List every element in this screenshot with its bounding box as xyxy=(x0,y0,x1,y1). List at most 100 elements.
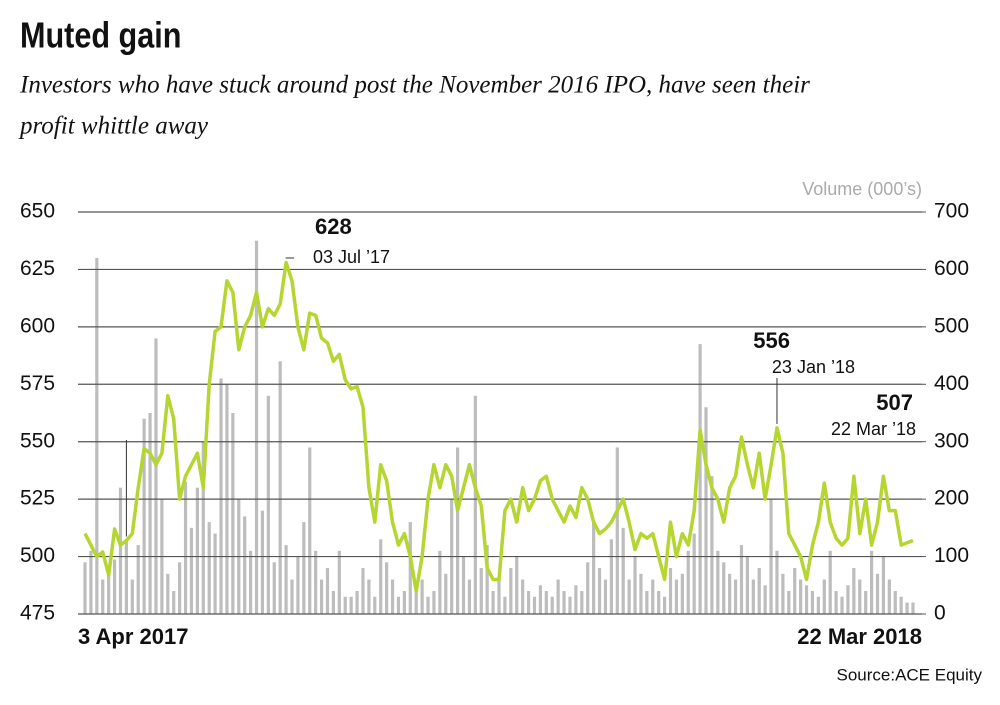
volume-bar xyxy=(757,568,761,614)
volume-bar xyxy=(408,522,412,614)
volume-bar xyxy=(710,476,714,614)
volume-bar xyxy=(89,550,93,614)
volume-bar xyxy=(485,545,489,614)
volume-bar xyxy=(302,522,306,614)
y2-tick-label: 600 xyxy=(934,257,969,280)
volume-bar xyxy=(361,568,365,614)
volume-bar xyxy=(881,556,886,614)
volume-bar xyxy=(875,573,880,614)
volume-bar xyxy=(521,579,525,614)
volume-bar xyxy=(639,573,643,614)
volume-bar xyxy=(562,591,566,614)
volume-bar xyxy=(112,559,117,614)
annotation-value: 628 xyxy=(315,214,352,239)
volume-bar xyxy=(722,562,726,614)
volume-bar xyxy=(763,585,767,614)
volume-bar xyxy=(698,344,702,614)
y2-tick-label: 200 xyxy=(934,487,969,510)
volume-bar xyxy=(793,568,797,614)
x-tick-label: 22 Mar 2018 xyxy=(797,624,922,649)
volume-bar xyxy=(355,591,359,614)
volume-bar xyxy=(325,568,330,614)
volume-bar xyxy=(586,562,590,614)
volume-bar xyxy=(95,257,99,614)
volume-bar xyxy=(704,407,708,614)
volume-bar xyxy=(124,539,128,614)
volume-bar xyxy=(266,395,270,614)
y-tick-label: 575 xyxy=(20,372,55,395)
volume-bar xyxy=(296,556,300,614)
volume-bar xyxy=(899,596,903,614)
volume-bar xyxy=(816,596,820,614)
volume-bar xyxy=(728,573,732,614)
volume-bar xyxy=(420,579,424,614)
volume-bar xyxy=(373,596,377,614)
volume-bar xyxy=(136,545,140,614)
volume-bar xyxy=(444,573,448,614)
y2-axis-label: Volume (000’s) xyxy=(802,179,922,199)
volume-bar xyxy=(893,591,897,614)
volume-bar xyxy=(745,556,749,614)
y2-tick-label: 0 xyxy=(934,602,946,625)
volume-bar xyxy=(651,579,655,614)
volume-bar xyxy=(799,579,803,614)
volume-bar xyxy=(107,573,111,614)
volume-bar xyxy=(461,556,466,614)
volume-bar xyxy=(290,579,294,614)
volume-bar xyxy=(142,418,146,614)
volume-bar xyxy=(201,441,205,614)
y-tick-label: 525 xyxy=(20,487,55,510)
volume-bar xyxy=(385,562,389,614)
y-tick-label: 600 xyxy=(20,314,55,337)
volume-bar xyxy=(367,579,371,614)
chart-title: Muted gain xyxy=(20,16,181,56)
volume-bar xyxy=(852,568,856,614)
volume-bar xyxy=(166,573,170,614)
volume-bar xyxy=(473,395,477,614)
volume-bar xyxy=(456,447,460,614)
volume-bar xyxy=(207,522,211,614)
volume-bar xyxy=(491,591,495,614)
volume-bar xyxy=(231,413,235,614)
volume-bar xyxy=(254,240,259,614)
volume-bar xyxy=(379,539,383,614)
volume-bar xyxy=(574,585,578,614)
volume-bar xyxy=(556,579,560,614)
volume-bar xyxy=(828,550,832,614)
volume-bar xyxy=(840,596,844,614)
volume-bar xyxy=(544,591,548,614)
volume-bar xyxy=(426,596,430,614)
volume-bar xyxy=(219,378,223,614)
volume-bar xyxy=(130,579,134,614)
volume-bar xyxy=(609,539,613,614)
annotation-label: 22 Mar ’18 xyxy=(831,419,916,439)
volume-bar xyxy=(692,533,696,614)
volume-bar xyxy=(432,591,436,614)
volume-bar xyxy=(154,338,158,614)
volume-bar xyxy=(195,487,199,614)
y2-tick-label: 700 xyxy=(934,200,969,223)
volume-bar xyxy=(716,550,720,614)
volume-bar xyxy=(148,413,152,614)
volume-bar xyxy=(680,573,684,614)
annotation-value: 556 xyxy=(753,328,790,353)
volume-bar xyxy=(633,556,637,614)
volume-bar xyxy=(526,591,531,614)
volume-bar xyxy=(308,447,312,614)
annotation-label: 03 Jul ’17 xyxy=(313,247,390,267)
y2-tick-label: 300 xyxy=(934,429,969,452)
volume-bar xyxy=(118,487,123,614)
volume-bar xyxy=(509,568,513,614)
volume-bar xyxy=(822,579,826,614)
y-tick-label: 475 xyxy=(20,602,55,625)
volume-bar xyxy=(503,596,507,614)
volume-bar xyxy=(213,533,217,614)
volume-bar xyxy=(438,550,442,614)
volume-bar xyxy=(787,591,791,614)
x-tick-label: 3 Apr 2017 xyxy=(78,624,188,649)
volume-bar xyxy=(278,361,282,614)
y-tick-label: 550 xyxy=(20,429,55,452)
y2-tick-label: 100 xyxy=(934,544,969,567)
volume-bar xyxy=(284,545,288,614)
annotation-label: 23 Jan ’18 xyxy=(772,357,855,377)
